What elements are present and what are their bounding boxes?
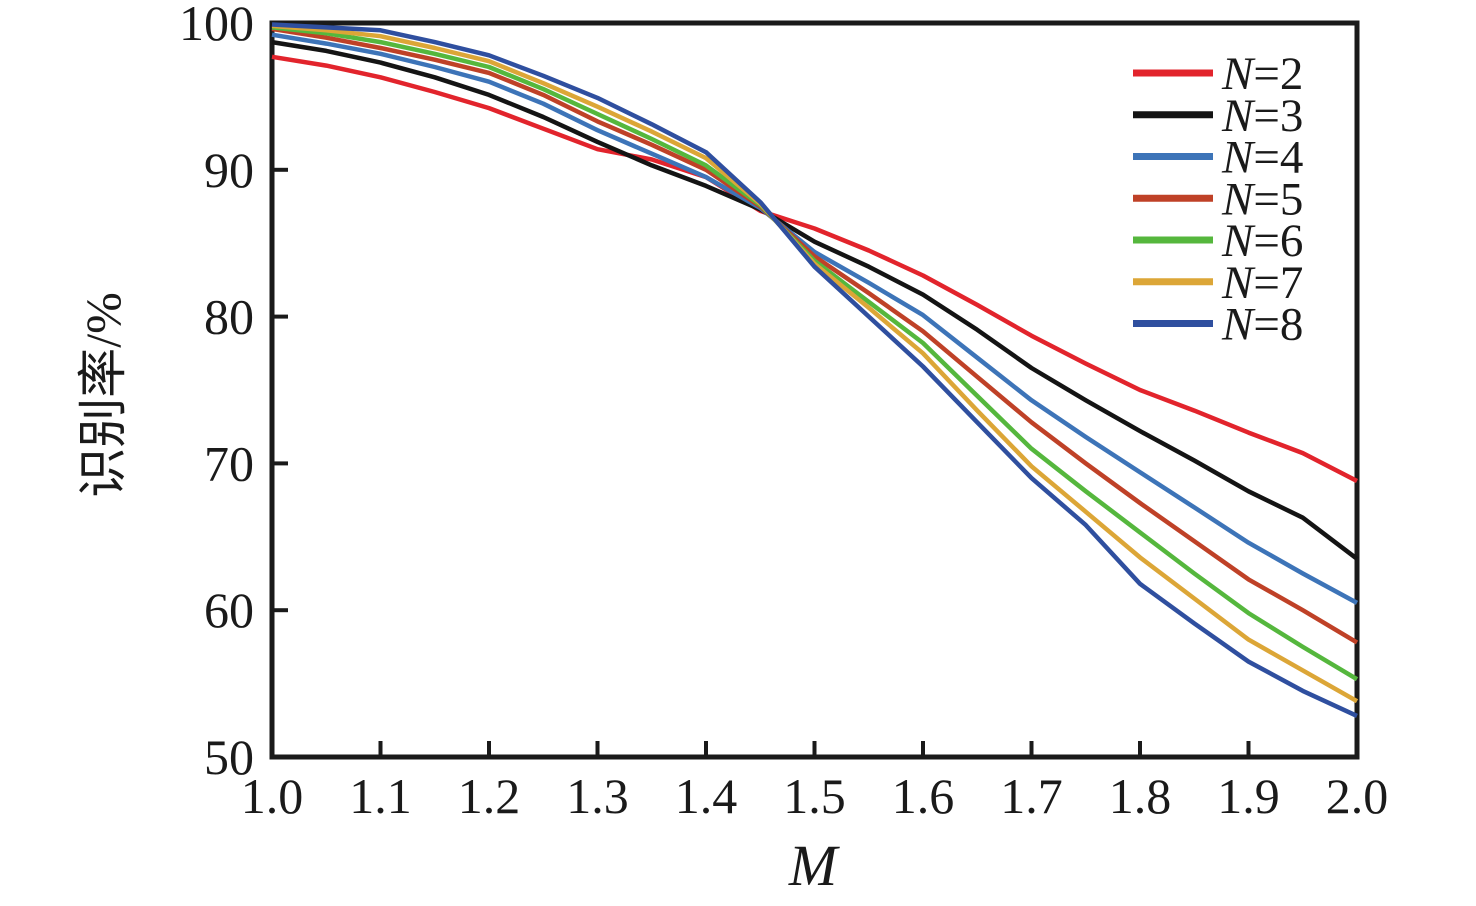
legend: N=2N=3N=4N=5N=6N=7N=8 xyxy=(1133,48,1303,351)
legend-label-N=2: N=2 xyxy=(1221,48,1303,100)
x-tick-label: 1.5 xyxy=(783,768,846,824)
legend-label-N=6: N=6 xyxy=(1221,215,1303,267)
series-line-N=4 xyxy=(271,32,1359,605)
legend-label-N=4: N=4 xyxy=(1221,132,1303,184)
legend-label-N=8: N=8 xyxy=(1221,299,1303,351)
x-tick-label: 1.3 xyxy=(566,768,629,824)
series-line-N=3 xyxy=(271,39,1359,561)
x-tick-label: 1.1 xyxy=(349,768,412,824)
legend-label-N=7: N=7 xyxy=(1221,257,1303,309)
y-tick-label: 90 xyxy=(204,142,254,198)
x-tick-label: 1.0 xyxy=(241,768,304,824)
x-tick-label: 1.8 xyxy=(1109,768,1172,824)
x-tick-label: 1.4 xyxy=(675,768,738,824)
x-tick-label: 1.2 xyxy=(458,768,521,824)
x-tick-label: 1.9 xyxy=(1217,768,1280,824)
y-tick-label: 50 xyxy=(204,729,254,785)
series-line-N=5 xyxy=(271,26,1359,645)
series-line-N=6 xyxy=(271,25,1359,682)
x-tick-label: 1.7 xyxy=(1000,768,1063,824)
legend-label-N=3: N=3 xyxy=(1221,90,1303,142)
y-tick-label: 100 xyxy=(179,0,254,51)
series-line-N=7 xyxy=(271,23,1359,704)
y-axis-title: 识别率/% xyxy=(75,292,131,498)
legend-label-N=5: N=5 xyxy=(1221,173,1303,225)
y-tick-label: 80 xyxy=(204,289,254,345)
x-tick-label: 1.6 xyxy=(892,768,955,824)
plot-border xyxy=(269,20,1360,760)
y-tick-label: 70 xyxy=(204,435,254,491)
data-series xyxy=(271,22,1359,718)
x-axis-title: M xyxy=(788,833,840,898)
series-line-N=8 xyxy=(271,22,1358,718)
series-line-N=2 xyxy=(271,54,1359,484)
axis-ticks: 1.0 1.1 1.2 1.3 1.4 1.5 1.6 1.7 1.8 1.9 2.0 50 60 70 8… xyxy=(179,0,1388,824)
y-tick-label: 60 xyxy=(204,582,254,638)
x-tick-label: 2.0 xyxy=(1326,768,1389,824)
